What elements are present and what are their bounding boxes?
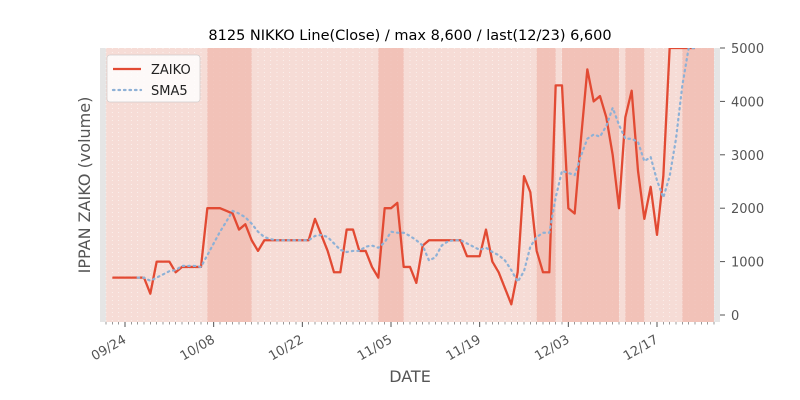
highlight-band [207,48,252,322]
highlight-band [581,48,619,322]
legend-label-zaiko: ZAIKO [151,63,191,78]
y-tick-label: 1000 [731,256,764,271]
y-tick-label: 5000 [731,42,764,57]
y-tick-label: 4000 [731,95,764,110]
highlight-band [562,48,581,322]
highlight-band [625,48,645,322]
highlight-band [682,48,714,322]
legend: ZAIKO SMA5 [106,54,201,103]
y-axis-label: IPPAN ZAIKO (volume) [75,97,94,274]
series-line-sma5 [136,48,697,283]
highlight-band [378,48,404,322]
y-tick-label: 0 [731,309,739,324]
legend-label-sma5: SMA5 [151,84,188,99]
y-tick-label: 2000 [731,202,764,217]
series-line-zaiko [112,48,695,306]
x-axis-label: DATE [389,367,431,386]
plot-area [100,48,720,322]
chart-title: 8125 NIKKO Line(Close) / max 8,600 / las… [208,28,611,44]
y-tick-label: 3000 [731,149,764,164]
